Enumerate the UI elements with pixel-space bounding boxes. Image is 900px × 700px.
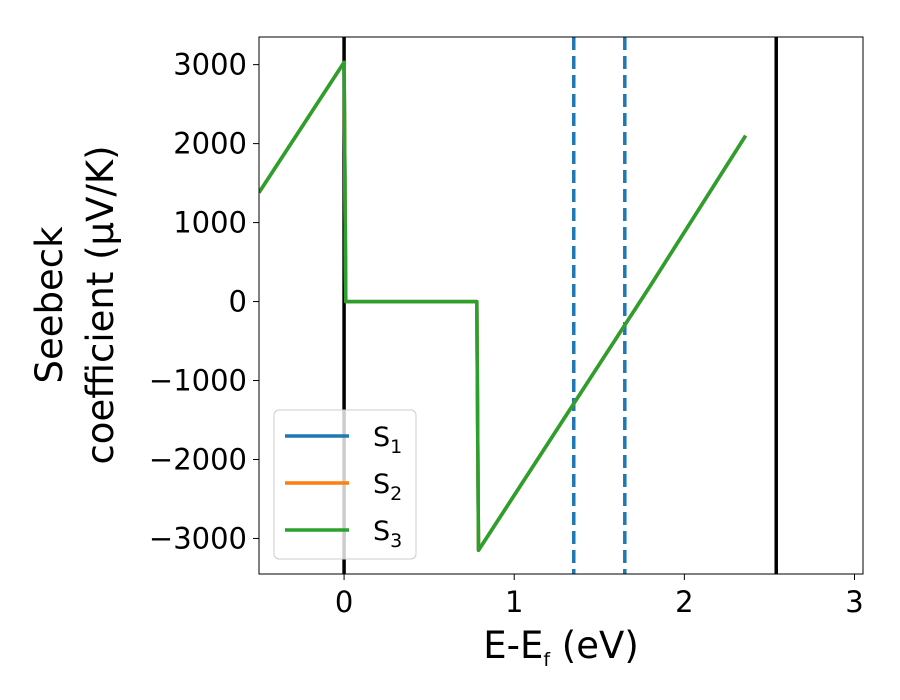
series-group bbox=[259, 60, 748, 553]
y-tick-label: 3000 bbox=[173, 48, 247, 82]
x-tick-label: 2 bbox=[675, 585, 693, 619]
x-tick-label: 3 bbox=[845, 585, 863, 619]
y-tick-label: −1000 bbox=[149, 364, 247, 398]
y-tick-label: −2000 bbox=[149, 442, 247, 476]
y-tick-label: −3000 bbox=[149, 521, 247, 555]
y-tick-label: 2000 bbox=[173, 127, 247, 161]
x-tick-label: 0 bbox=[335, 585, 353, 619]
x-axis-label: E-Ef (eV) bbox=[483, 624, 639, 671]
x-ticks: 0 1 2 3 bbox=[335, 574, 864, 619]
y-tick-label: 0 bbox=[229, 285, 247, 319]
y-ticks: −3000 −2000 −1000 0 1000 2000 3000 bbox=[149, 48, 259, 555]
x-tick-label: 1 bbox=[505, 585, 523, 619]
legend-label-s3: S3 bbox=[373, 516, 402, 552]
y-tick-label: 1000 bbox=[173, 206, 247, 240]
legend-label-s2: S2 bbox=[373, 469, 402, 505]
legend: S1 S2 S3 bbox=[273, 409, 417, 560]
series-line-s3 bbox=[259, 60, 748, 553]
plot-frame bbox=[258, 36, 864, 575]
y-axis-label-line2: coefficient (μV/K) bbox=[79, 145, 122, 464]
legend-label-s1: S1 bbox=[373, 422, 402, 458]
y-axis-label-line1: Seebeck bbox=[28, 226, 71, 384]
